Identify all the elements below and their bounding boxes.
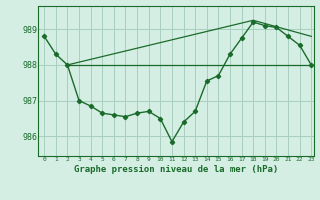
- X-axis label: Graphe pression niveau de la mer (hPa): Graphe pression niveau de la mer (hPa): [74, 165, 278, 174]
